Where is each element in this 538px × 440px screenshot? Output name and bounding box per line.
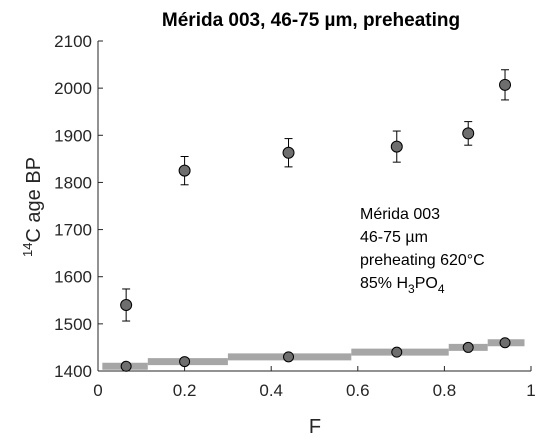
y-axis-label-superscript: 14 [20, 243, 35, 257]
annotation-line-1: Mérida 003 [360, 206, 440, 223]
age-data-point [462, 127, 475, 140]
svg-text:14C age BP: 14C age BP [20, 157, 45, 257]
y-tick-label: 2100 [54, 32, 92, 51]
x-tick-label: 0.4 [259, 381, 283, 400]
y-tick-label: 1700 [54, 221, 92, 240]
y-tick-label: 1400 [54, 362, 92, 381]
annotation-line-4-sub-1: 3 [408, 282, 415, 296]
baseline-data-point [462, 341, 474, 353]
y-tick-label: 1500 [54, 315, 92, 334]
annotation-line-3: preheating 620°C [360, 252, 485, 269]
y-tick-label: 1800 [54, 173, 92, 192]
annotation-line-4-sub-2: 4 [438, 282, 445, 296]
chart-title: Mérida 003, 46-75 µm, preheating [162, 10, 460, 31]
baseline-data-point [120, 360, 132, 372]
age-data-point [390, 140, 403, 153]
age-data-point [499, 78, 512, 91]
x-tick-label: 0.6 [346, 381, 370, 400]
y-tick-label: 2000 [54, 79, 92, 98]
age-data-point [282, 146, 295, 159]
annotation-line-4-part-1: 85% H [360, 275, 408, 292]
y-tick-label: 1900 [54, 126, 92, 145]
plot-area: 0 0.2 0.4 0.6 0.8 1 1400 1500 1600 1700 1800 1900 20… [54, 32, 536, 400]
baseline-data-point [179, 356, 191, 368]
x-tick-label: 0.8 [433, 381, 457, 400]
baseline-data-point [391, 346, 403, 358]
annotation-line-2: 46-75 µm [360, 229, 428, 246]
x-tick-label: 0.2 [173, 381, 197, 400]
annotation-line-4: 85% H3PO4 [360, 275, 445, 296]
y-tick-label: 1600 [54, 268, 92, 287]
baseline-data-point [499, 337, 511, 349]
baseline-data-point [283, 351, 295, 363]
y-axis-label: 14C age BP [20, 157, 45, 257]
annotation-box: Mérida 003 46-75 µm preheating 620°C 85%… [360, 206, 485, 296]
x-axis-label: F [309, 416, 321, 438]
annotation-line-4-part-2: PO [415, 275, 438, 292]
age-data-point [178, 164, 191, 177]
x-tick-label: 0 [93, 381, 102, 400]
y-axis-label-text: C age BP [23, 157, 45, 243]
age-data-point [120, 299, 133, 311]
x-tick-label: 1 [526, 381, 535, 400]
